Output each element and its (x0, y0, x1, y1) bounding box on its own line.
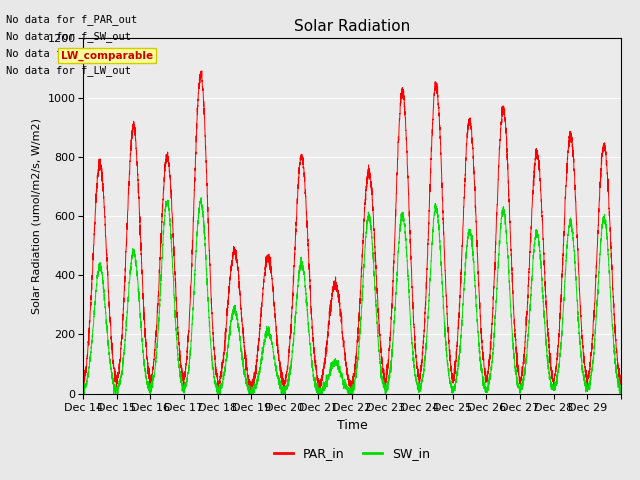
Y-axis label: Solar Radiation (umol/m2/s, W/m2): Solar Radiation (umol/m2/s, W/m2) (32, 118, 42, 314)
Text: No data for f_LW_in: No data for f_LW_in (6, 48, 125, 59)
Title: Solar Radiation: Solar Radiation (294, 20, 410, 35)
Text: LW_comparable: LW_comparable (61, 50, 153, 60)
X-axis label: Time: Time (337, 419, 367, 432)
Legend: PAR_in, SW_in: PAR_in, SW_in (269, 443, 435, 466)
Text: No data for f_LW_out: No data for f_LW_out (6, 65, 131, 76)
Text: No data for f_SW_out: No data for f_SW_out (6, 31, 131, 42)
Text: No data for f_PAR_out: No data for f_PAR_out (6, 14, 138, 25)
